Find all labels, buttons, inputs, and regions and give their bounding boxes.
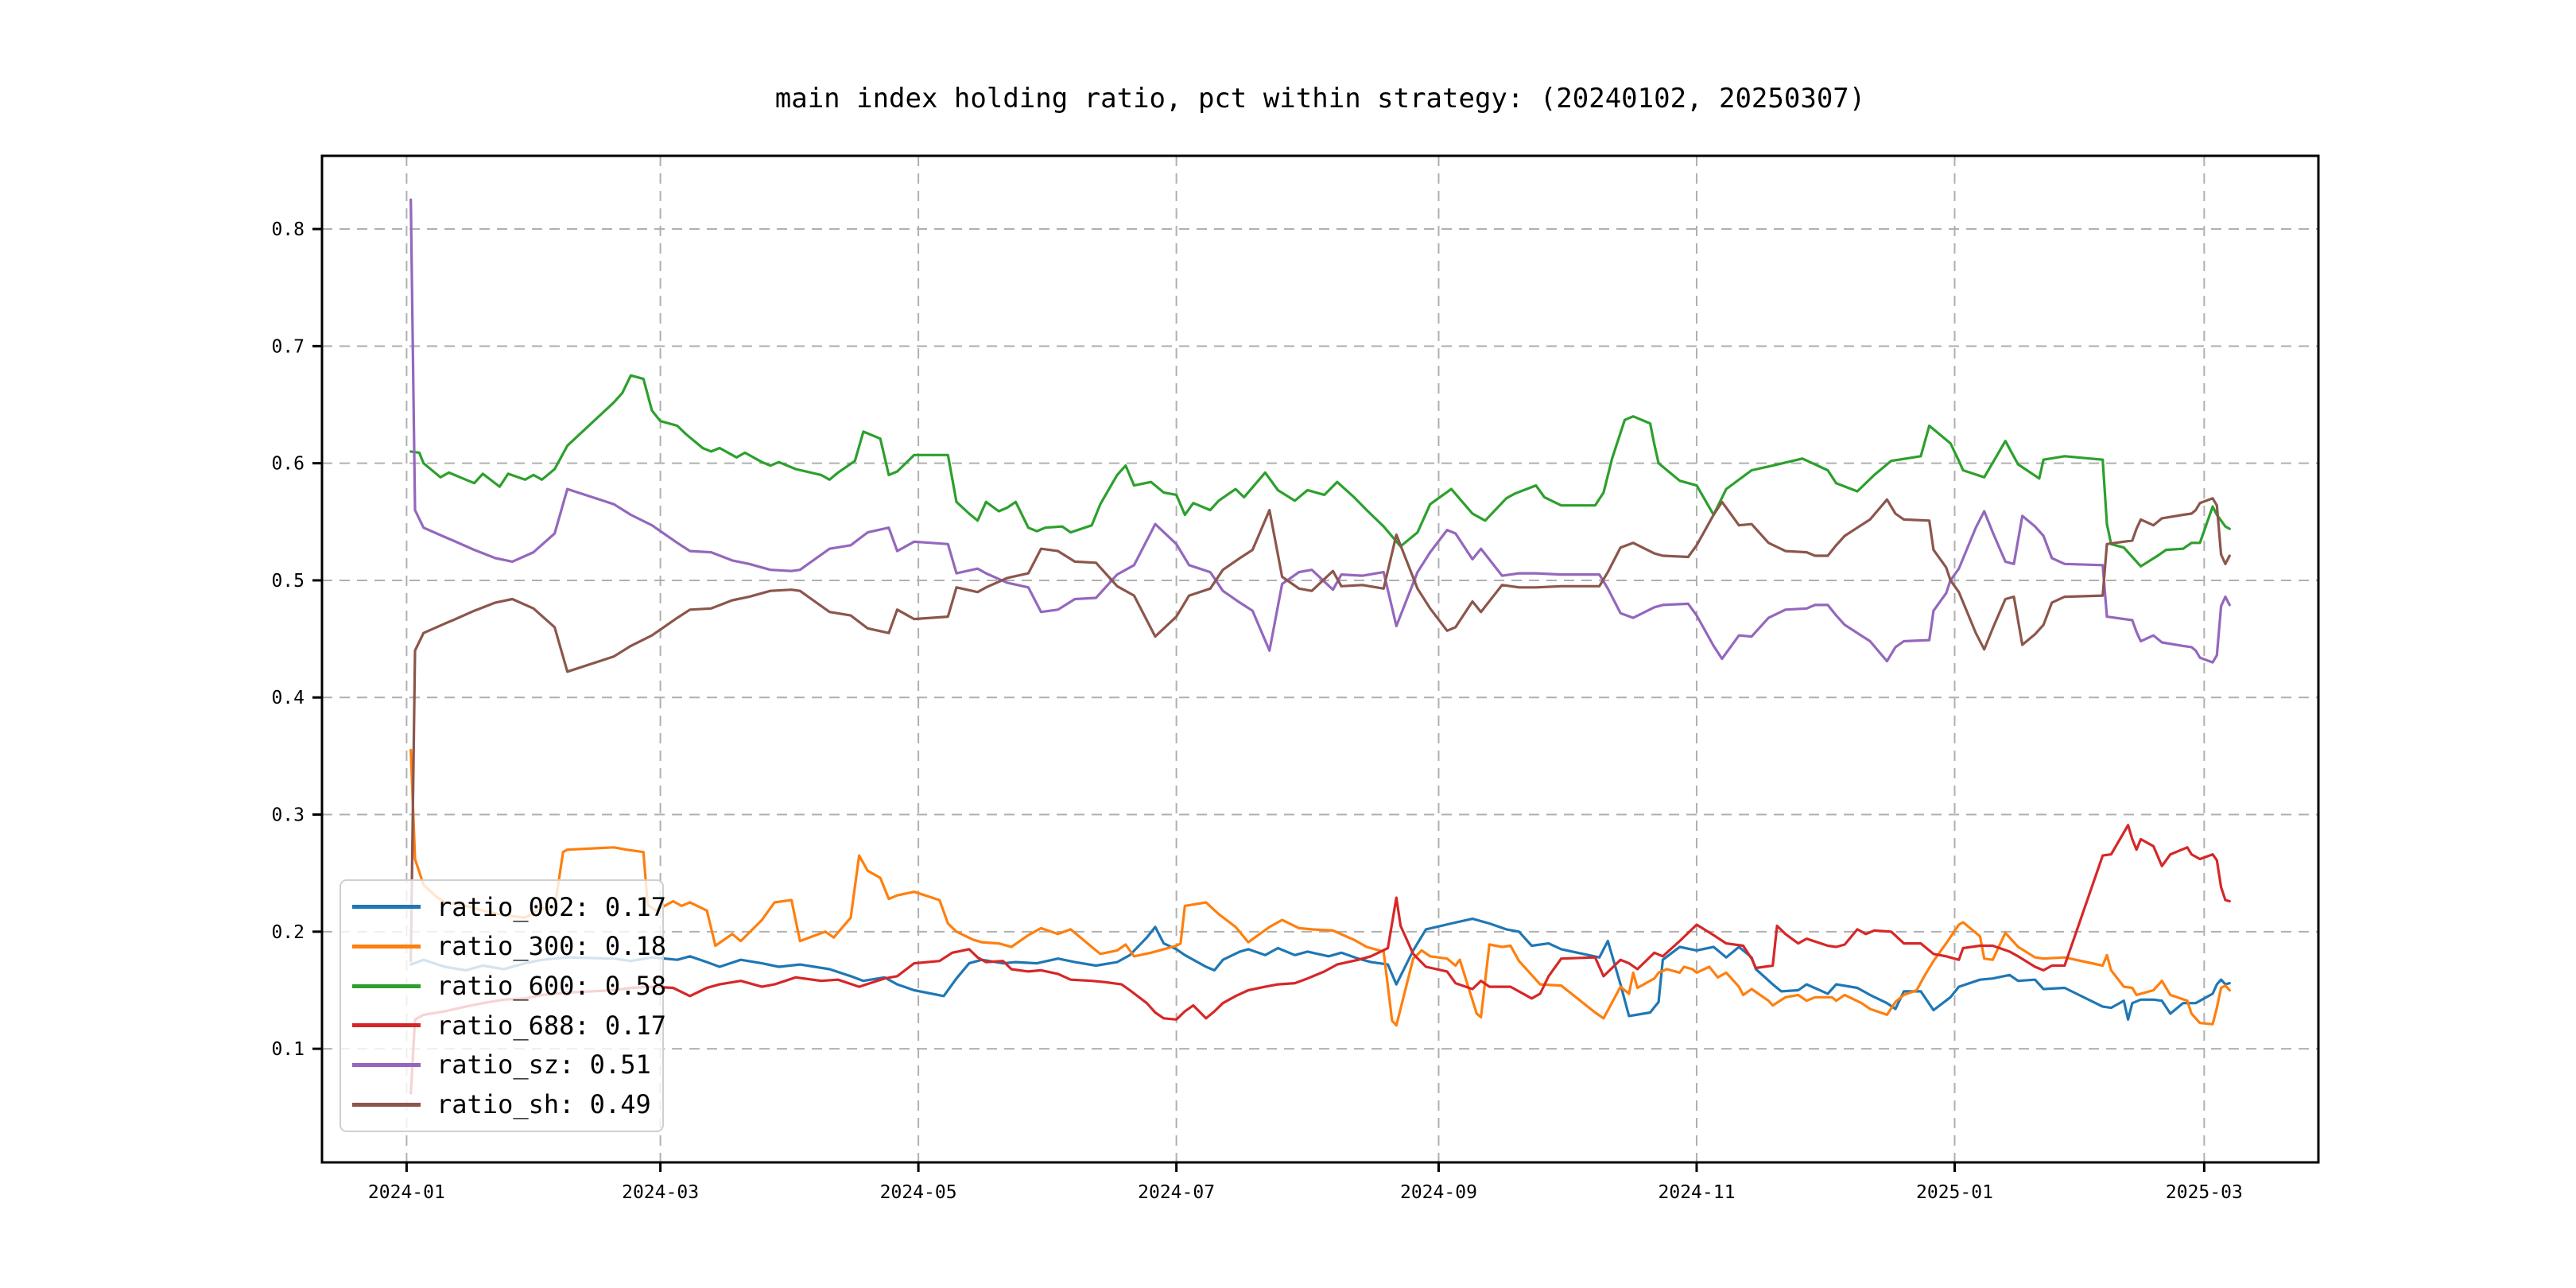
y-tick-label-0.1: 0.1 [271,1039,305,1060]
x-tick-label-2025-01: 2025-01 [1916,1182,1993,1203]
series-line-ratio_sh [409,497,2231,963]
y-tick-label-0.6: 0.6 [271,454,305,475]
series-line-ratio_002 [409,917,2231,1021]
x-tick-label-2024-07: 2024-07 [1138,1182,1215,1203]
legend-label-ratio-600: ratio_600: 0.58 [436,971,666,1002]
series-line-ratio_300 [409,748,2231,1027]
chart-title: main index holding ratio, pct within str… [774,83,1866,114]
legend-item-ratio-688: ratio_688: 0.17 [352,1007,666,1045]
y-tick-label-0.2: 0.2 [271,922,305,943]
series-layer [409,198,2231,1095]
legend-swatch-ratio-688 [352,1023,421,1028]
axes-spines [320,154,2320,1164]
legend-swatch-ratio-002 [352,905,421,910]
legend-box: ratio_002: 0.17 ratio_300: 0.18 ratio_60… [339,879,666,1132]
legend-item-ratio-sz: ratio_sz: 0.51 [352,1046,662,1084]
tick-layer: 0.1 0.2 0.3 0.4 0.5 0.6 0.7 0.8 2024-01 2024-03 20… [271,219,2242,1203]
legend-swatch-ratio-300 [352,944,421,949]
x-tick-label-2025-03: 2025-03 [2166,1182,2243,1203]
legend-item-ratio-600: ratio_600: 0.58 [352,967,666,1005]
legend-label-ratio-300: ratio_300: 0.18 [436,931,666,962]
y-tick-label-0.8: 0.8 [271,219,305,240]
legend-swatch-ratio-600 [352,983,421,988]
legend-label-ratio-sz: ratio_sz: 0.51 [436,1049,651,1080]
x-tick-label-2024-11: 2024-11 [1658,1182,1736,1203]
series-line-ratio_sz [409,198,2231,664]
plot-border [320,154,2320,1164]
legend-item-ratio-300: ratio_300: 0.18 [352,927,666,965]
legend-label-ratio-688: ratio_688: 0.17 [436,1010,666,1041]
y-tick-label-0.5: 0.5 [271,571,305,592]
legend-item-ratio-sh: ratio_sh: 0.49 [352,1085,662,1123]
legend-swatch-ratio-sh [352,1102,421,1107]
legend-swatch-ratio-sz [352,1062,421,1067]
x-tick-label-2024-03: 2024-03 [622,1182,699,1203]
y-tick-label-0.4: 0.4 [271,688,305,708]
y-tick-label-0.3: 0.3 [271,805,305,826]
series-line-ratio_688 [409,824,2231,1095]
legend-label-ratio-002: ratio_002: 0.17 [436,891,666,922]
x-tick-label-2024-01: 2024-01 [368,1182,445,1203]
legend-item-ratio-002: ratio_002: 0.17 [352,888,666,926]
x-tick-label-2024-09: 2024-09 [1400,1182,1477,1203]
series-line-ratio_600 [409,374,2231,568]
legend-label-ratio-sh: ratio_sh: 0.49 [436,1089,651,1120]
y-tick-label-0.7: 0.7 [271,336,305,357]
x-tick-label-2024-05: 2024-05 [880,1182,957,1203]
